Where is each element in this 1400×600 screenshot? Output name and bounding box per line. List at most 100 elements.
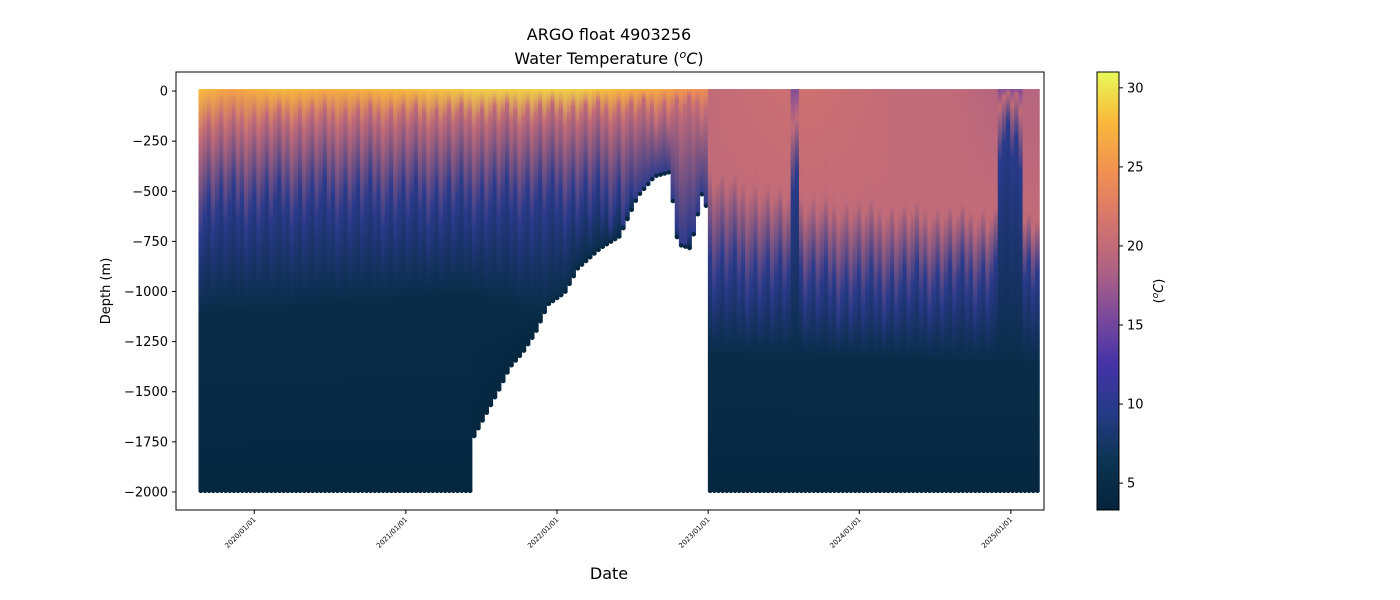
profile-bottom-point bbox=[699, 192, 705, 197]
profile-bottom-point bbox=[372, 488, 377, 494]
colorbar-tick-label: 20 bbox=[1127, 239, 1144, 254]
profile-column bbox=[658, 89, 663, 176]
profile-column bbox=[778, 89, 783, 492]
profile-column bbox=[463, 89, 469, 492]
profile-column bbox=[914, 89, 920, 492]
profile-bottom-point bbox=[335, 488, 340, 494]
profile-column bbox=[575, 89, 581, 270]
profile-bottom-point bbox=[575, 266, 580, 271]
profile-bottom-point bbox=[637, 191, 643, 197]
profile-bottom-point bbox=[778, 488, 783, 494]
profile-column bbox=[836, 89, 841, 492]
profile-bottom-point bbox=[790, 488, 796, 494]
profile-column bbox=[351, 89, 357, 492]
profile-column bbox=[674, 89, 680, 239]
profile-bottom-point bbox=[786, 488, 792, 494]
x-axis-label: Date bbox=[590, 564, 628, 583]
y-tick-label: −500 bbox=[132, 185, 168, 200]
profile-column bbox=[840, 89, 846, 492]
profile-column bbox=[546, 89, 552, 305]
profile-bottom-point bbox=[658, 172, 663, 177]
profile-column bbox=[960, 89, 966, 492]
profile-column bbox=[1001, 89, 1007, 492]
profile-bottom-point bbox=[873, 488, 879, 494]
profile-column bbox=[401, 89, 407, 492]
profile-column bbox=[844, 89, 850, 492]
profile-column bbox=[359, 89, 365, 492]
y-tick-label: 0 bbox=[160, 85, 168, 100]
profile-bottom-point bbox=[683, 244, 688, 249]
profile-column bbox=[608, 89, 614, 243]
profile-bottom-point bbox=[894, 488, 899, 494]
profile-column bbox=[620, 89, 626, 230]
profile-column bbox=[1022, 89, 1028, 492]
profile-bottom-point bbox=[865, 488, 870, 494]
profile-column bbox=[848, 89, 854, 492]
x-tick-label: 2020/01/01 bbox=[223, 516, 257, 550]
profile-bottom-point bbox=[256, 488, 262, 494]
profile-bottom-point bbox=[219, 488, 224, 494]
profile-bottom-point bbox=[741, 488, 746, 494]
profile-column bbox=[587, 89, 593, 259]
profile-bottom-point bbox=[231, 488, 237, 494]
profile-column bbox=[467, 89, 473, 492]
profile-bottom-point bbox=[1014, 488, 1019, 494]
profile-column bbox=[649, 89, 655, 181]
profile-bottom-point bbox=[550, 298, 556, 304]
profile-column bbox=[931, 89, 937, 492]
profile-bottom-point bbox=[985, 488, 990, 494]
profile-column bbox=[753, 89, 759, 492]
profile-column bbox=[529, 89, 535, 339]
profile-column bbox=[794, 89, 800, 492]
profile-column bbox=[571, 89, 576, 278]
profile-column bbox=[335, 89, 340, 492]
profile-bottom-point bbox=[765, 488, 771, 494]
profile-column bbox=[339, 89, 345, 492]
profile-column bbox=[372, 89, 378, 492]
profile-bottom-point bbox=[567, 281, 572, 287]
profile-bottom-point bbox=[935, 488, 941, 494]
profile-bottom-point bbox=[964, 488, 970, 494]
profile-column bbox=[997, 89, 1003, 492]
profile-bottom-point bbox=[1006, 488, 1011, 494]
profile-column bbox=[774, 89, 779, 492]
profile-column bbox=[248, 89, 253, 492]
profile-column bbox=[235, 89, 241, 492]
profile-bottom-point bbox=[368, 488, 373, 494]
profile-column bbox=[798, 89, 804, 492]
chart-title: ARGO float 4903256 bbox=[527, 25, 691, 44]
profile-bottom-point bbox=[517, 353, 522, 359]
profile-column bbox=[509, 89, 514, 367]
profile-bottom-point bbox=[380, 488, 386, 494]
profile-bottom-point bbox=[612, 236, 618, 242]
profile-column bbox=[268, 89, 274, 492]
profile-bottom-point bbox=[426, 488, 431, 494]
profile-bottom-point bbox=[430, 488, 435, 494]
profile-column bbox=[898, 89, 904, 492]
profile-bottom-point bbox=[782, 488, 787, 494]
profile-column bbox=[219, 89, 224, 492]
profile-bottom-point bbox=[509, 363, 514, 368]
profile-bottom-point bbox=[1002, 488, 1007, 494]
profile-column bbox=[285, 89, 291, 492]
profile-bottom-point bbox=[608, 239, 614, 244]
profile-bottom-point bbox=[596, 247, 601, 253]
profile-column bbox=[641, 89, 647, 190]
profile-bottom-point bbox=[264, 488, 270, 494]
profile-column bbox=[877, 89, 883, 492]
profile-bottom-point bbox=[981, 488, 986, 494]
profile-column bbox=[331, 89, 336, 492]
profile-bottom-point bbox=[654, 173, 659, 178]
profile-bottom-point bbox=[799, 488, 804, 494]
profile-bottom-point bbox=[206, 488, 212, 494]
profile-bottom-point bbox=[500, 378, 506, 384]
profile-bottom-point bbox=[571, 274, 576, 279]
profile-bottom-point bbox=[869, 488, 874, 494]
profile-bottom-point bbox=[542, 309, 547, 315]
profile-column bbox=[488, 89, 494, 407]
profile-bottom-point bbox=[244, 488, 249, 494]
profile-column bbox=[210, 89, 216, 492]
profile-column bbox=[475, 89, 481, 430]
y-tick-label: −750 bbox=[132, 235, 168, 250]
profile-bottom-point bbox=[534, 328, 539, 333]
